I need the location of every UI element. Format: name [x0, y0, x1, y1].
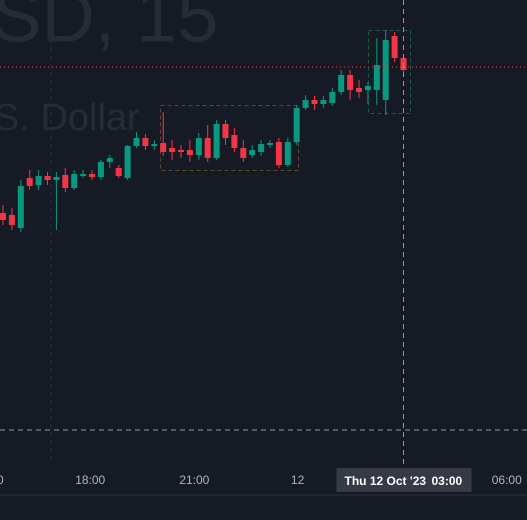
candle-body — [80, 174, 87, 176]
candle-body — [0, 213, 6, 220]
candle-body — [133, 138, 140, 146]
candle-body — [44, 176, 51, 180]
candle-body — [169, 148, 176, 152]
candle-body — [382, 40, 389, 100]
candle-body — [240, 148, 247, 158]
watermark: SD, 15 — [0, 0, 218, 58]
crosshair-label-box — [336, 468, 472, 492]
candle-body — [320, 100, 327, 104]
candle-body — [373, 65, 380, 90]
x-tick-label: 0 — [0, 473, 4, 487]
candle-body — [204, 138, 211, 158]
candle-body — [213, 124, 220, 158]
candle-body — [35, 176, 42, 185]
candle-body — [195, 138, 202, 155]
candle-body — [275, 142, 282, 165]
candle-body — [71, 174, 78, 188]
candle-body — [311, 100, 318, 104]
candle-body — [302, 100, 309, 108]
watermark-subtitle: S. Dollar — [0, 97, 140, 139]
candle-body — [62, 175, 69, 188]
candle-body — [8, 215, 15, 225]
candle-body — [258, 144, 265, 152]
candle-body — [329, 92, 336, 103]
candle-body — [284, 142, 291, 165]
candle-body — [160, 143, 167, 152]
candle-body — [17, 186, 24, 228]
candle-body — [347, 75, 354, 90]
candle-body — [142, 138, 149, 146]
crosshair-time: 03:00 — [432, 474, 463, 488]
candle-body — [356, 88, 362, 92]
candle-body — [26, 178, 33, 186]
x-tick-label: 21:00 — [179, 473, 209, 487]
crosshair-date: Thu 12 Oct '23 — [345, 474, 427, 488]
candle-body — [249, 150, 256, 155]
candle-body — [151, 144, 158, 146]
candle-body — [338, 75, 345, 92]
candle-body — [115, 168, 122, 176]
x-tick-label: 18:00 — [75, 473, 105, 487]
candle-body — [231, 135, 238, 148]
candle-body — [53, 177, 60, 180]
candle-body — [97, 162, 104, 177]
plot: 0 18:00 21:00 12 06:00 Thu 12 Oct '23 03:00 — [0, 0, 527, 492]
candle-body — [293, 108, 300, 142]
candle-body — [222, 124, 229, 138]
candle-body — [178, 150, 184, 152]
candle-body — [89, 174, 95, 177]
candle-body — [364, 86, 371, 90]
x-tick-label: 06:00 — [492, 473, 522, 487]
candle-body — [106, 158, 113, 162]
candle-body — [124, 146, 131, 178]
range-box — [368, 30, 411, 114]
candle-body — [186, 150, 193, 155]
candle-body — [267, 143, 273, 145]
x-tick-label: 12 — [291, 473, 305, 487]
candle-body — [391, 36, 398, 58]
